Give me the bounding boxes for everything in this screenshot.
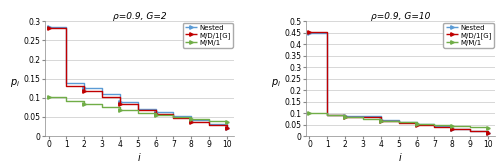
M/M/1: [152, 114, 158, 116]
M/D/1[G]: [360, 116, 366, 118]
M/D/1[G]: [449, 128, 455, 130]
M/D/1[G]: [224, 127, 230, 129]
M/M/1: [396, 121, 402, 123]
M/M/1: [485, 127, 491, 129]
Nested: [342, 115, 348, 117]
M/M/1: [135, 112, 141, 114]
M/M/1: [170, 116, 176, 118]
M/D/1[G]: [378, 120, 384, 122]
Nested: [432, 125, 438, 127]
Line: Nested: Nested: [47, 25, 228, 129]
M/M/1: [64, 100, 70, 102]
M/M/1: [306, 112, 312, 114]
Nested: [396, 121, 402, 123]
M/M/1: [449, 125, 455, 127]
Nested: [206, 123, 212, 125]
M/D/1[G]: [117, 103, 123, 105]
Nested: [135, 108, 141, 110]
M/D/1[G]: [170, 117, 176, 119]
M/D/1[G]: [152, 113, 158, 115]
M/D/1[G]: [188, 121, 194, 123]
Nested: [485, 132, 491, 134]
Nested: [81, 87, 87, 89]
Line: M/D/1[G]: M/D/1[G]: [47, 26, 228, 130]
M/D/1[G]: [206, 124, 212, 126]
Nested: [152, 111, 158, 113]
Title: ρ=0.9, G=2: ρ=0.9, G=2: [112, 11, 166, 20]
M/M/1: [378, 120, 384, 122]
Title: ρ=0.9, G=10: ρ=0.9, G=10: [371, 11, 430, 20]
M/M/1: [414, 123, 420, 125]
Line: M/M/1: M/M/1: [47, 95, 228, 124]
Line: M/D/1[G]: M/D/1[G]: [308, 31, 490, 135]
M/M/1: [467, 126, 473, 128]
X-axis label: $i$: $i$: [137, 151, 142, 163]
M/M/1: [224, 121, 230, 123]
M/D/1[G]: [396, 122, 402, 123]
Nested: [64, 82, 70, 83]
Nested: [360, 115, 366, 117]
M/D/1[G]: [64, 85, 70, 87]
M/D/1[G]: [485, 132, 491, 134]
M/D/1[G]: [306, 31, 312, 33]
Nested: [414, 123, 420, 125]
M/D/1[G]: [135, 109, 141, 111]
Nested: [188, 119, 194, 121]
Nested: [170, 115, 176, 117]
M/D/1[G]: [99, 96, 105, 98]
M/M/1: [342, 116, 348, 118]
M/M/1: [360, 118, 366, 120]
M/D/1[G]: [81, 90, 87, 92]
Legend: Nested, M/D/1[G], M/M/1: Nested, M/D/1[G], M/M/1: [182, 23, 232, 48]
M/M/1: [117, 109, 123, 111]
Line: Nested: Nested: [308, 31, 490, 135]
Nested: [117, 101, 123, 103]
Nested: [99, 93, 105, 95]
M/M/1: [188, 118, 194, 120]
M/D/1[G]: [414, 124, 420, 126]
M/M/1: [81, 103, 87, 105]
M/D/1[G]: [432, 126, 438, 128]
M/D/1[G]: [342, 116, 348, 118]
Nested: [46, 26, 52, 28]
Nested: [378, 119, 384, 121]
M/M/1: [432, 124, 438, 126]
Y-axis label: $p_i$: $p_i$: [270, 77, 280, 89]
X-axis label: $i$: $i$: [398, 151, 403, 163]
M/M/1: [206, 120, 212, 122]
Nested: [224, 127, 230, 129]
Nested: [306, 32, 312, 34]
M/M/1: [324, 114, 330, 116]
M/D/1[G]: [324, 114, 330, 116]
M/D/1[G]: [467, 130, 473, 132]
Nested: [449, 128, 455, 130]
M/M/1: [46, 96, 52, 98]
Nested: [467, 130, 473, 132]
M/M/1: [99, 106, 105, 108]
Y-axis label: $p_i$: $p_i$: [10, 77, 20, 89]
Line: M/M/1: M/M/1: [308, 111, 490, 130]
Nested: [324, 114, 330, 116]
M/D/1[G]: [46, 27, 52, 29]
Legend: Nested, M/D/1[G], M/M/1: Nested, M/D/1[G], M/M/1: [444, 23, 494, 48]
